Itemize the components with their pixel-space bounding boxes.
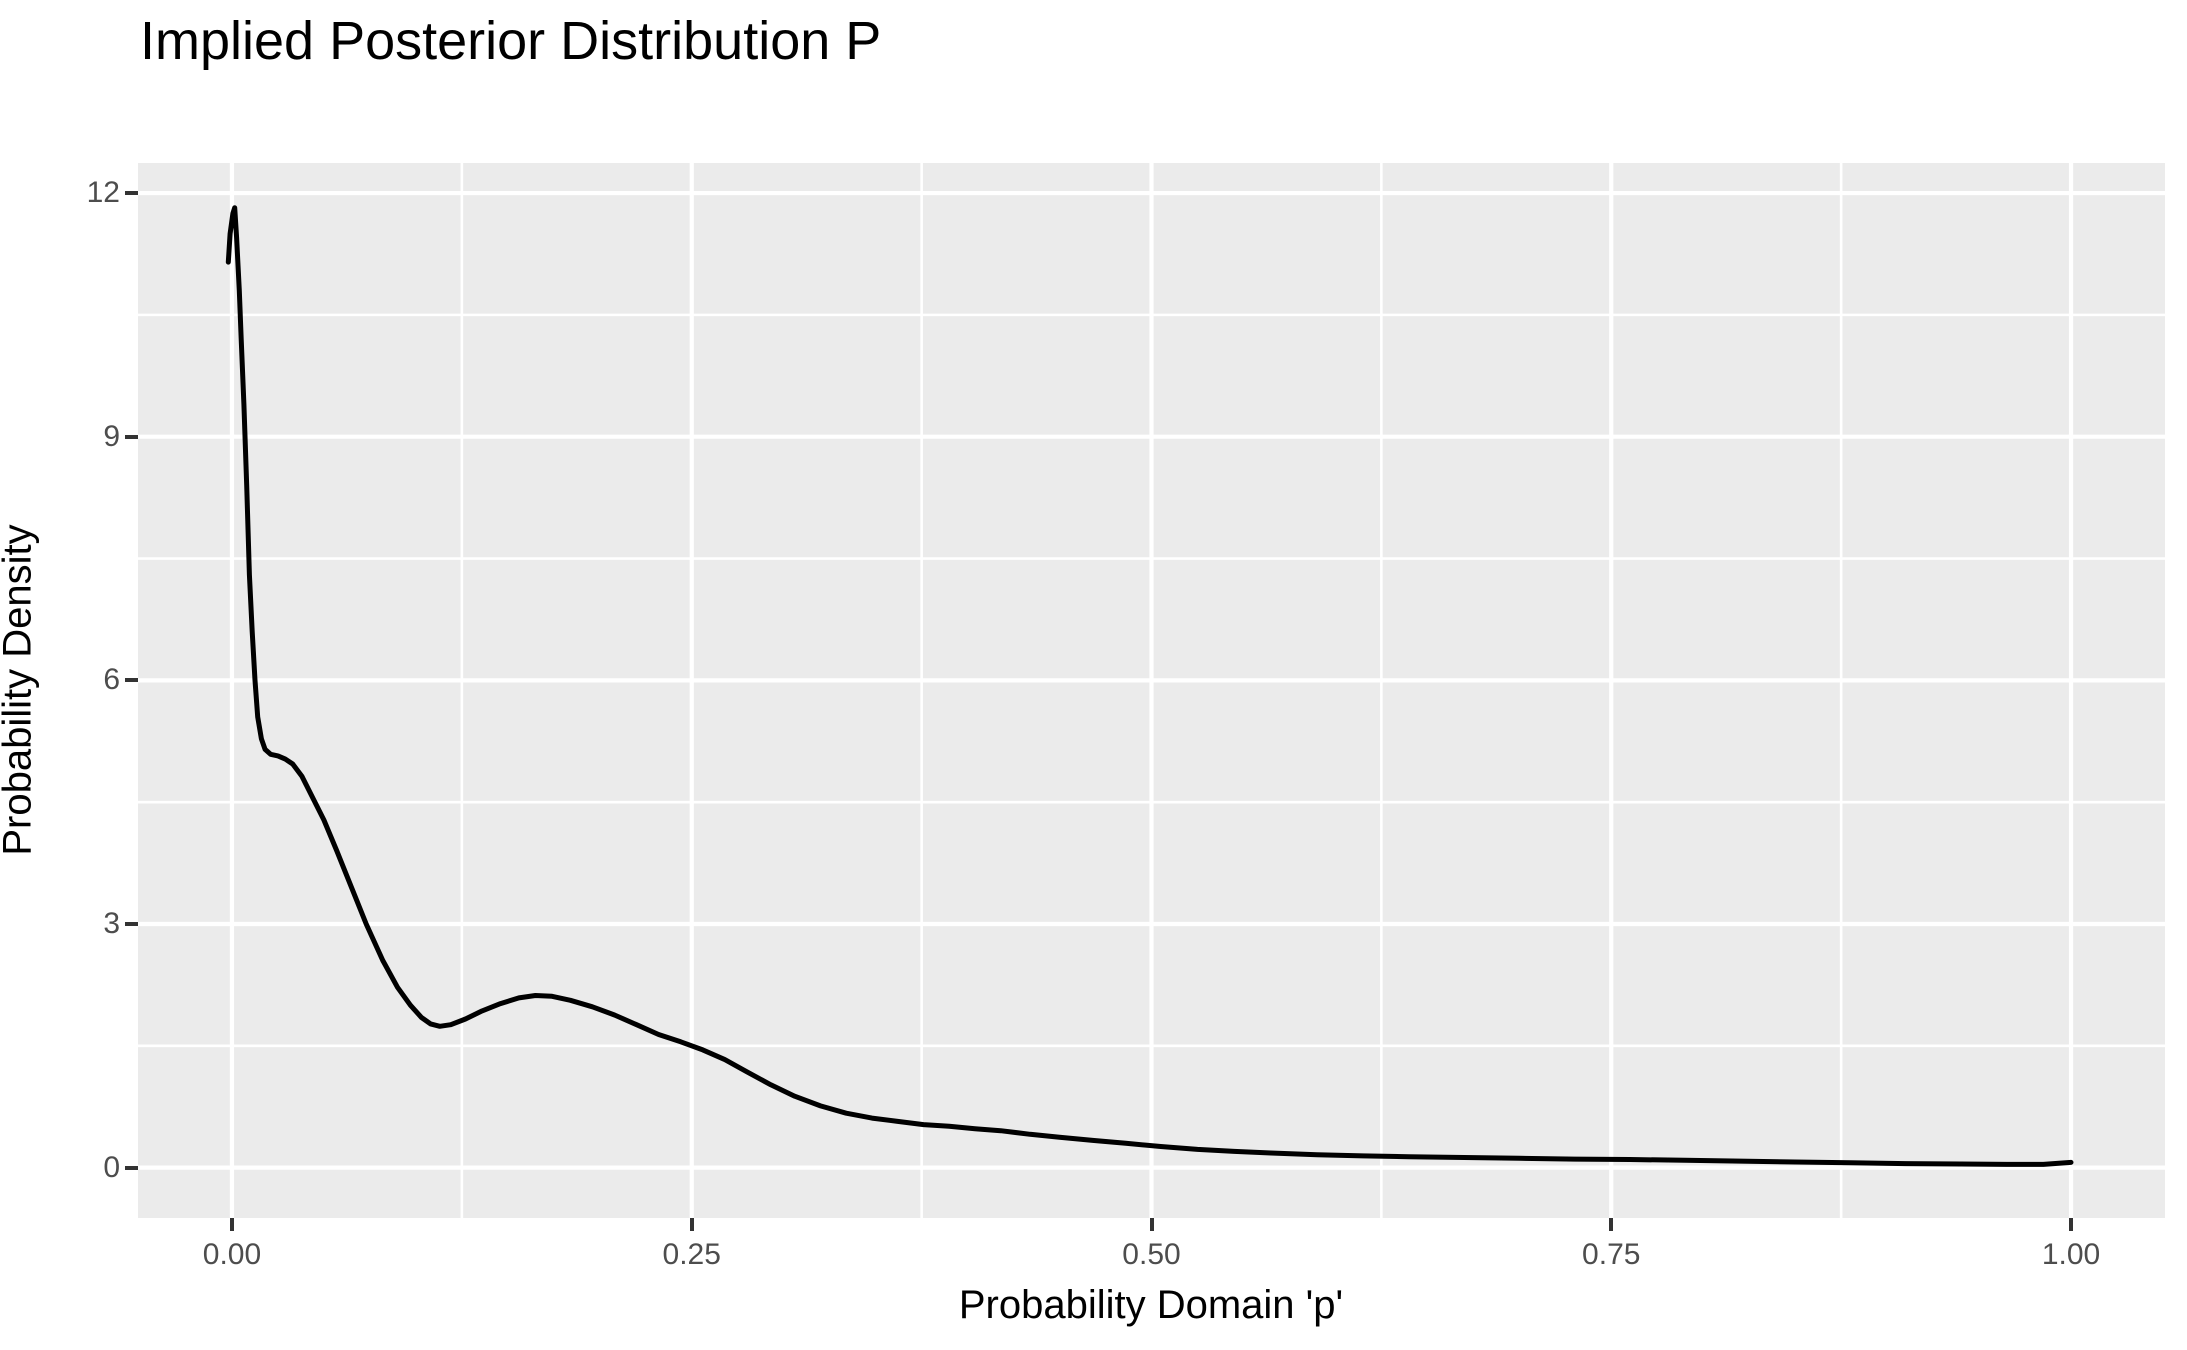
y-axis-tick-mark bbox=[125, 1165, 138, 1170]
y-axis-tick-label: 9 bbox=[103, 419, 120, 453]
y-axis-tick-mark bbox=[125, 434, 138, 439]
x-axis-title: Probability Domain 'p' bbox=[958, 1283, 1344, 1327]
y-axis-tick-label: 12 bbox=[86, 176, 120, 210]
x-axis-tick-mark bbox=[1609, 1218, 1614, 1231]
y-axis-tick-label: 0 bbox=[103, 1150, 120, 1184]
x-axis-tick-mark bbox=[2069, 1218, 2074, 1231]
x-axis-tick-mark bbox=[689, 1218, 694, 1231]
y-axis-tick-mark bbox=[125, 678, 138, 683]
x-axis-tick-label: 0.50 bbox=[1122, 1238, 1181, 1271]
y-axis-title: Probability Density bbox=[0, 524, 40, 856]
x-axis-tick-label: 1.00 bbox=[2041, 1238, 2101, 1271]
plot-panel bbox=[138, 163, 2165, 1218]
density-curve bbox=[225, 205, 2074, 1167]
plot-title: Implied Posterior Distribution P bbox=[140, 11, 882, 71]
x-axis-tick-mark bbox=[229, 1218, 234, 1231]
gridlines-major bbox=[138, 163, 2165, 1218]
x-axis-tick-label: 0.00 bbox=[202, 1238, 262, 1271]
plot-panel-svg bbox=[138, 163, 2165, 1218]
x-axis-tick-label: 0.25 bbox=[662, 1238, 721, 1271]
y-axis-tick-label: 3 bbox=[103, 906, 120, 940]
x-axis-tick-mark bbox=[1149, 1218, 1154, 1231]
y-axis-tick-label: 6 bbox=[103, 663, 120, 697]
x-axis-tick-label: 0.75 bbox=[1582, 1238, 1641, 1271]
y-axis-tick-mark bbox=[125, 921, 138, 926]
y-axis-tick-mark bbox=[125, 191, 138, 196]
